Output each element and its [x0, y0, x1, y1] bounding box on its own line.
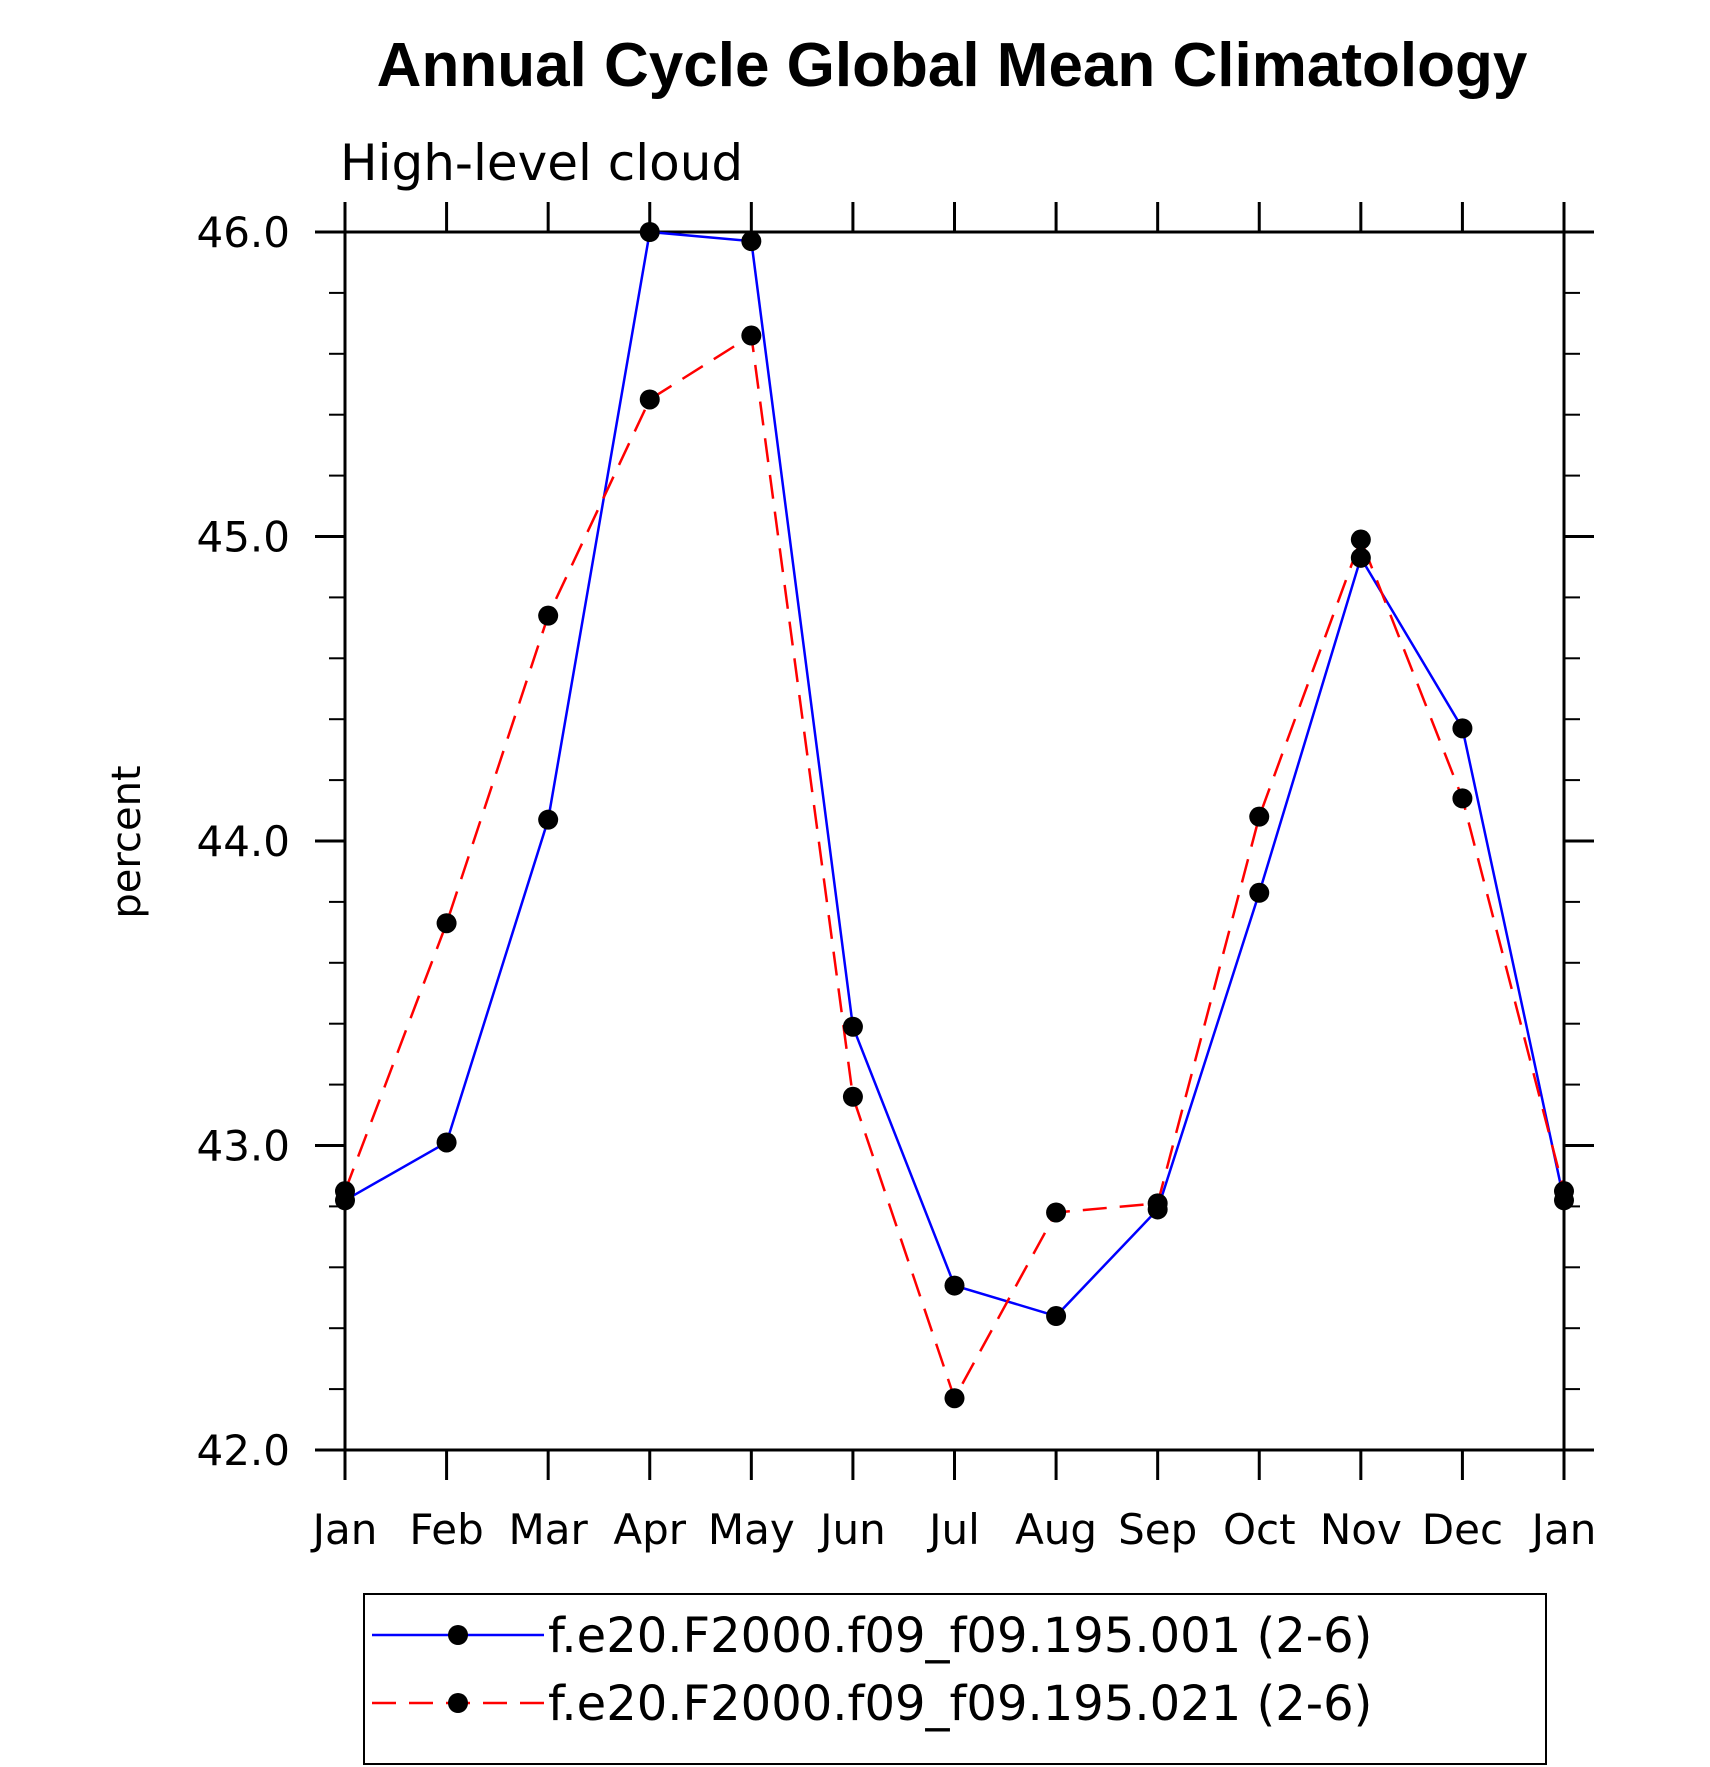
- data-point-series-1: [436, 1132, 457, 1153]
- axis-ticks: [315, 202, 1594, 1480]
- x-tick-label: Dec: [1422, 1505, 1503, 1554]
- x-tick-label: Jan: [310, 1505, 378, 1554]
- data-point-series-1: [538, 809, 559, 830]
- data-point-series-2: [1046, 1202, 1067, 1223]
- data-point-series-2: [741, 325, 762, 346]
- y-tick-label: 42.0: [196, 1426, 290, 1475]
- x-tick-label: Sep: [1118, 1505, 1197, 1554]
- y-axis-label: percent: [104, 765, 150, 918]
- x-tick-label: Aug: [1015, 1505, 1097, 1554]
- x-tick-label: Feb: [409, 1505, 483, 1554]
- legend-label-1: f.e20.F2000.f09_f09.195.001 (2-6): [548, 1608, 1372, 1664]
- data-point-series-2: [335, 1181, 355, 1202]
- chart-title: Annual Cycle Global Mean Climatology: [377, 31, 1528, 100]
- data-point-series-1: [1350, 547, 1371, 568]
- data-point-series-1: [1452, 718, 1473, 739]
- series-line-2: [343, 333, 1566, 1402]
- legend-marker-2: [448, 1693, 468, 1713]
- data-point-series-1: [944, 1275, 965, 1296]
- data-point-series-2: [538, 605, 559, 626]
- x-tick-label: Nov: [1320, 1505, 1402, 1554]
- legend-label-2: f.e20.F2000.f09_f09.195.021 (2-6): [548, 1676, 1372, 1732]
- plot-frame: [343, 230, 1566, 1452]
- y-tick-label: 46.0: [196, 208, 290, 257]
- data-point-series-1: [741, 231, 762, 252]
- data-point-series-2: [944, 1388, 965, 1409]
- data-point-series-2: [1249, 806, 1270, 827]
- x-tick-label: Jun: [817, 1505, 886, 1554]
- data-point-series-1: [1046, 1306, 1067, 1327]
- data-point-series-2: [842, 1086, 863, 1107]
- data-point-series-1: [842, 1016, 863, 1037]
- axis-tick-labels: Jan Feb Mar Apr May Jun Jul Aug Sep Oct Nov Dec Jan 4…: [196, 208, 1596, 1554]
- y-tick-label: 43.0: [196, 1122, 290, 1171]
- data-point-series-2: [1452, 788, 1473, 809]
- data-point-series-1: [1249, 882, 1270, 903]
- y-tick-label: 45.0: [196, 513, 290, 562]
- y-tick-label: 44.0: [196, 817, 290, 866]
- x-tick-label: May: [708, 1505, 795, 1554]
- data-point-series-1: [639, 222, 660, 242]
- legend-marker-1: [448, 1625, 468, 1645]
- series-layer: [335, 222, 1574, 1409]
- x-tick-label: Jan: [1529, 1505, 1597, 1554]
- data-point-series-2: [436, 913, 457, 934]
- data-point-series-2: [1350, 529, 1371, 550]
- data-point-series-2: [1147, 1193, 1168, 1214]
- x-tick-label: Apr: [613, 1505, 686, 1554]
- legend-box: [363, 1593, 1547, 1765]
- x-tick-label: Mar: [509, 1505, 589, 1554]
- chart-subtitle: High-level cloud: [340, 134, 743, 192]
- data-point-series-2: [1554, 1181, 1574, 1202]
- x-tick-label: Jul: [926, 1505, 980, 1554]
- x-tick-label: Oct: [1223, 1505, 1296, 1554]
- legend: f.e20.F2000.f09_f09.195.001 (2-6) f.e20.F…: [363, 1593, 1547, 1765]
- data-point-series-2: [639, 389, 660, 410]
- series-line-1: [344, 230, 1566, 1318]
